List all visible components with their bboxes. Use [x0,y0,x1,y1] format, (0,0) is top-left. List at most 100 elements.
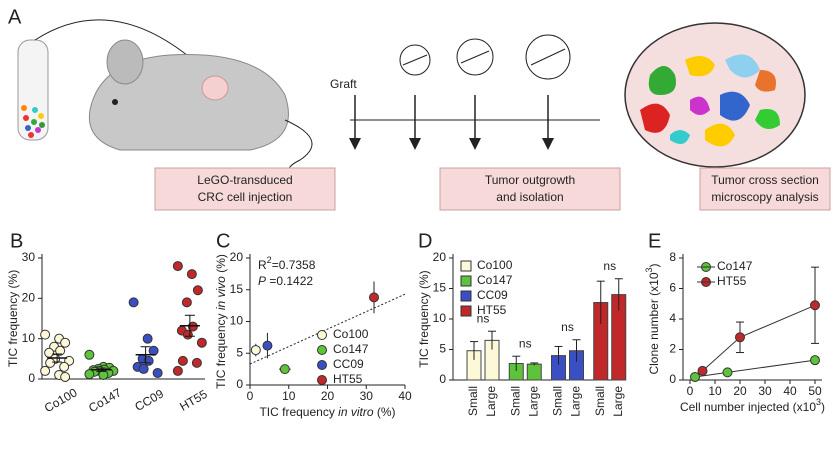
y-axis-label-part: (%) [214,254,228,276]
y-tick-label: 15 [230,282,244,296]
legend-swatch [317,360,327,370]
y-tick-label: 4 [669,311,676,325]
y-tick-label: 20 [22,291,36,305]
legend-label: Co147 [477,273,513,287]
legend-label: Co147 [717,259,753,273]
y-tick-label: 10 [230,314,244,328]
panel-letter: E [648,230,661,252]
x-axis-label: TIC frequency in vitro (%) [259,405,395,419]
annotation-part: P [258,274,266,288]
x-tick-label: 0 [247,389,254,403]
x-tick-label: Small [593,386,607,416]
x-axis-label-part: 3 [816,397,821,407]
y-axis-label-part: TIC frequency [214,310,228,389]
x-tick-label: Large [611,386,625,417]
timeline-label: Graft [330,77,357,91]
step-box-text: microscopy analysis [711,190,818,204]
x-tick-label: 40 [398,389,412,403]
y-tick-label: 0 [439,372,446,386]
data-point [192,285,203,296]
y-tick-label: 5 [439,342,446,356]
data-point [810,300,820,311]
bar [526,363,542,381]
panel-letter: B [10,230,23,252]
x-tick-label: 40 [783,384,797,398]
annotation: ns [519,336,532,350]
x-tick-label: 0 [687,384,694,398]
x-axis-label: Cell number injected (x103) [680,397,825,414]
annotation-part: =0.7358 [272,258,316,272]
legend-label: CC09 [477,288,508,302]
y-axis-label: TIC frequency (%) [417,270,431,367]
annotation: ns [603,259,616,273]
x-tick-label: Co100 [42,385,80,415]
y-tick-label: 20 [230,250,244,264]
data-point [138,363,149,374]
y-tick-label: 15 [433,281,447,295]
y-axis-label: TIC frequency (%) [6,270,20,367]
data-point [172,365,183,376]
y-tick-label: 0 [669,372,676,386]
x-tick-label: 30 [360,389,374,403]
y-axis-label: Clone number (x103) [644,263,661,374]
panel-a-art [17,19,831,211]
data-point [250,345,261,356]
y-tick-label: 0 [236,377,243,391]
x-tick-label: Large [484,386,498,417]
data-point [690,371,700,382]
y-tick-label: 0 [28,371,35,385]
legend-swatch [317,375,327,385]
data-point [810,355,820,366]
y-axis-label-part: Clone number (x10 [647,272,661,374]
data-point [369,292,379,303]
data-point [148,345,159,356]
legend-label: Co147 [333,342,369,356]
x-axis-label-part: ) [821,400,825,414]
data-point [45,357,56,368]
legend-swatch [460,290,472,302]
x-tick-label: Co147 [86,385,124,415]
y-tick-label: 6 [669,281,676,295]
x-axis-label-part: TIC frequency [259,405,338,419]
data-point [181,297,192,308]
annotation: ns [561,320,574,334]
data-point [196,337,207,348]
legend-swatch [317,330,327,340]
annotation-part: =0.1422 [266,274,313,288]
legend-swatch [460,260,472,272]
legend-label: HT55 [333,372,363,386]
x-tick-label: Small [551,386,565,416]
y-tick-label: 20 [433,250,447,264]
step-box-text: Tumor cross section [711,173,819,187]
x-tick-label: 50 [808,384,822,398]
x-tick-label: 20 [733,384,747,398]
data-point [279,364,290,375]
x-tick-label: 10 [282,389,296,403]
y-axis-label-part: in vivo [214,276,228,310]
x-tick-label: 20 [321,389,335,403]
y-tick-label: 10 [433,311,447,325]
annotation: R2=0.7358 [258,255,316,272]
step-box-text: LeGO-transduced [197,173,292,187]
legend-label: Co100 [333,327,369,341]
x-tick-label: CC09 [132,386,166,414]
y-axis-label: TIC frequency in vivo (%) [214,254,228,389]
data-point [152,367,163,378]
x-tick-label: Large [526,386,540,417]
step-box-text: Tumor outgrowth [485,173,575,187]
data-point [60,337,71,348]
x-tick-label: Large [569,386,583,417]
step-box-text: CRC cell injection [198,190,293,204]
y-axis-label-part: ) [647,263,661,267]
legend-swatch [460,305,472,317]
y-tick-label: 2 [669,342,676,356]
data-line [702,304,816,372]
annotation-part: 2 [267,255,272,265]
data-point [60,371,71,382]
data-point [191,357,202,368]
legend-label: CC09 [333,357,364,371]
x-axis-label-part: Cell number injected (x10 [680,400,816,414]
legend-label: HT55 [717,274,747,288]
legend-label: HT55 [477,303,507,317]
